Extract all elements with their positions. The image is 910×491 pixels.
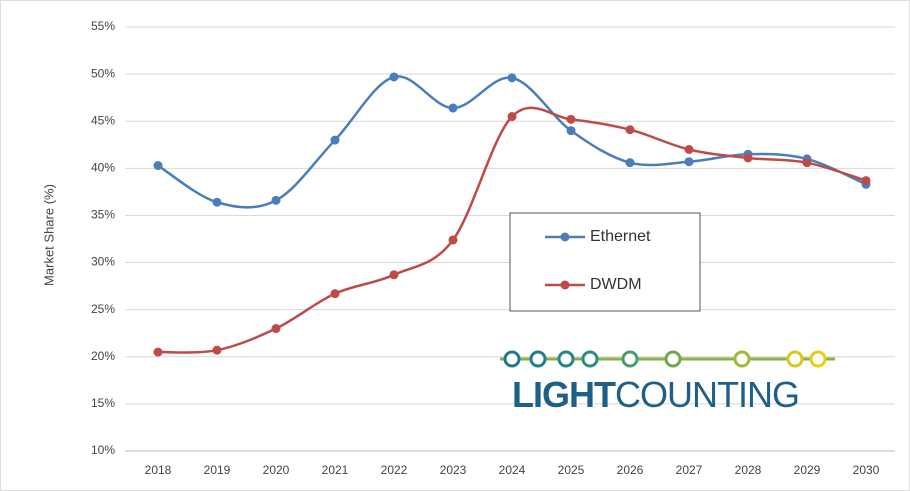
y-tick-label: 10% xyxy=(91,443,115,457)
legend-label: Ethernet xyxy=(590,228,651,245)
x-tick-label: 2027 xyxy=(676,463,703,477)
data-point xyxy=(330,289,340,299)
data-point xyxy=(684,144,694,154)
x-tick-label: 2020 xyxy=(263,463,290,477)
legend-marker xyxy=(560,280,570,290)
y-tick-label: 20% xyxy=(91,349,115,363)
data-point xyxy=(566,114,576,124)
x-tick-label: 2022 xyxy=(381,463,408,477)
data-point xyxy=(153,347,163,357)
y-tick-label: 45% xyxy=(91,113,115,127)
x-tick-label: 2021 xyxy=(322,463,349,477)
logo-dot xyxy=(529,350,547,368)
data-point xyxy=(212,345,222,355)
y-tick-label: 35% xyxy=(91,208,115,222)
legend-marker xyxy=(560,232,570,242)
x-tick-label: 2029 xyxy=(794,463,821,477)
x-tick-label: 2019 xyxy=(204,463,231,477)
logo-dot xyxy=(809,350,827,368)
data-point xyxy=(153,161,163,171)
data-point xyxy=(625,158,635,168)
data-point xyxy=(507,112,517,122)
data-point xyxy=(507,73,517,83)
series-layer xyxy=(153,72,871,357)
data-point xyxy=(212,197,222,207)
data-point xyxy=(861,176,871,186)
data-point xyxy=(684,157,694,167)
data-point xyxy=(625,125,635,135)
data-point xyxy=(389,270,399,280)
y-tick-label: 40% xyxy=(91,161,115,175)
y-axis-label: Market Share (%) xyxy=(41,184,56,286)
logo-dot xyxy=(733,350,751,368)
y-tick-label: 25% xyxy=(91,302,115,316)
logo-dot xyxy=(557,350,575,368)
data-point xyxy=(448,103,458,113)
y-tick-label: 30% xyxy=(91,255,115,269)
legend-box xyxy=(509,212,701,312)
x-tick-label: 2023 xyxy=(440,463,467,477)
x-tick-label: 2024 xyxy=(499,463,526,477)
x-tick-label: 2025 xyxy=(558,463,585,477)
x-tick-label: 2018 xyxy=(145,463,172,477)
y-tick-label: 15% xyxy=(91,396,115,410)
logo-dot xyxy=(621,350,639,368)
data-point xyxy=(389,72,399,82)
data-point xyxy=(566,126,576,136)
logo-bold: LIGHT xyxy=(512,374,616,415)
logo: LIGHTCOUNTING xyxy=(500,350,835,415)
legend-label: DWDM xyxy=(590,276,642,293)
logo-dot xyxy=(503,350,521,368)
data-point xyxy=(743,153,753,163)
data-point xyxy=(271,195,281,205)
y-tick-label: 50% xyxy=(91,66,115,80)
logo-dot xyxy=(581,350,599,368)
x-tick-label: 2026 xyxy=(617,463,644,477)
logo-text: LIGHTCOUNTING xyxy=(512,374,799,415)
x-tick-label: 2028 xyxy=(735,463,762,477)
y-tick-label: 55% xyxy=(91,19,115,33)
logo-dot xyxy=(786,350,804,368)
data-point xyxy=(330,135,340,145)
data-point xyxy=(448,235,458,245)
data-point xyxy=(271,324,281,334)
data-point xyxy=(802,158,812,168)
x-tick-label: 2030 xyxy=(853,463,880,477)
logo-regular: COUNTING xyxy=(615,374,799,415)
logo-dot xyxy=(664,350,682,368)
